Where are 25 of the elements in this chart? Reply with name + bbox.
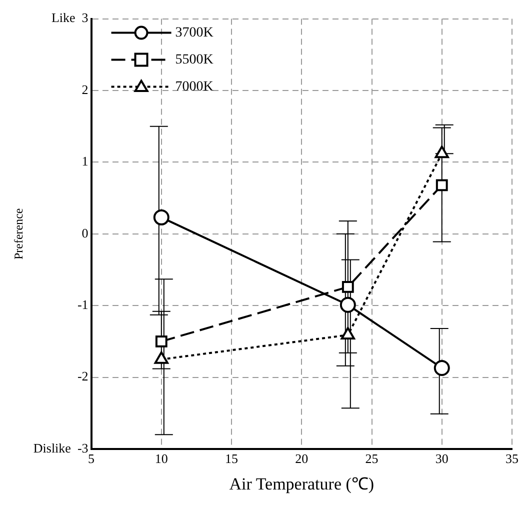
point	[436, 179, 448, 192]
x-tick-label: 20	[295, 451, 308, 466]
point	[340, 296, 356, 313]
point	[153, 209, 170, 226]
point	[434, 360, 450, 376]
x-tick-label: 35	[506, 451, 518, 466]
x-tick-label: 30	[435, 451, 448, 466]
y-axis-title: Preference	[11, 208, 26, 260]
x-tick-label: 15	[225, 451, 238, 466]
y-tick-label: Dislike -3	[33, 440, 88, 456]
x-tick-label: 5	[88, 451, 95, 466]
point	[342, 281, 354, 293]
legend-label: 3700K	[175, 25, 214, 40]
y-tick-label: 0	[82, 225, 88, 240]
y-tick-label: 2	[82, 82, 88, 97]
x-axis-title: Air Temperature (℃)	[229, 474, 374, 494]
y-tick-label: 1	[82, 154, 88, 169]
legend-label: 5500K	[175, 52, 214, 68]
x-tick-label: 10	[154, 451, 168, 466]
y-tick-label: -1	[77, 297, 88, 312]
y-tick-label: -2	[77, 368, 88, 384]
legend-label: 7000K	[175, 79, 214, 94]
y-tick-label: Like 3	[51, 10, 88, 26]
point	[155, 336, 168, 348]
x-tick-label: 25	[365, 451, 378, 466]
